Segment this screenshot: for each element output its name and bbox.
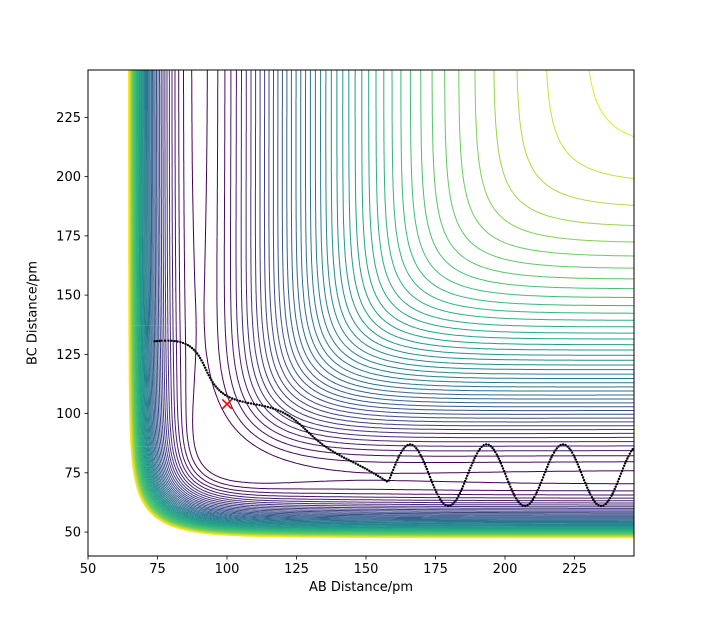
y-tick-label: 200 [56,170,81,185]
x-tick-label: 200 [493,562,518,577]
x-tick-label: 225 [562,562,587,577]
x-tick-label: 100 [215,562,240,577]
x-tick-label: 150 [354,562,379,577]
y-tick-label: 225 [56,111,81,126]
trajectory-dots [153,339,634,508]
y-tick-label: 75 [64,466,81,481]
x-tick-label: 175 [423,562,448,577]
x-tick-label: 50 [80,562,97,577]
plot-border [87,69,635,557]
x-tick-label: 125 [284,562,309,577]
x-axis-label: AB Distance/pm [308,580,414,595]
y-tick-label: 150 [56,289,81,304]
y-tick-label: 125 [56,348,81,363]
saddle-marker [222,399,233,410]
tick-labels: 50 75 100 125 150 175 200 225 50 75 100 125 150 175 20… [56,111,587,577]
y-tick-label: 100 [56,407,81,422]
y-tick-label: 50 [64,526,81,541]
axis-ticks [84,116,575,560]
y-axis-label: BC Distance/pm [25,260,41,366]
y-tick-label: 175 [56,229,81,244]
contour-lines [128,69,635,539]
x-tick-label: 75 [149,562,166,577]
